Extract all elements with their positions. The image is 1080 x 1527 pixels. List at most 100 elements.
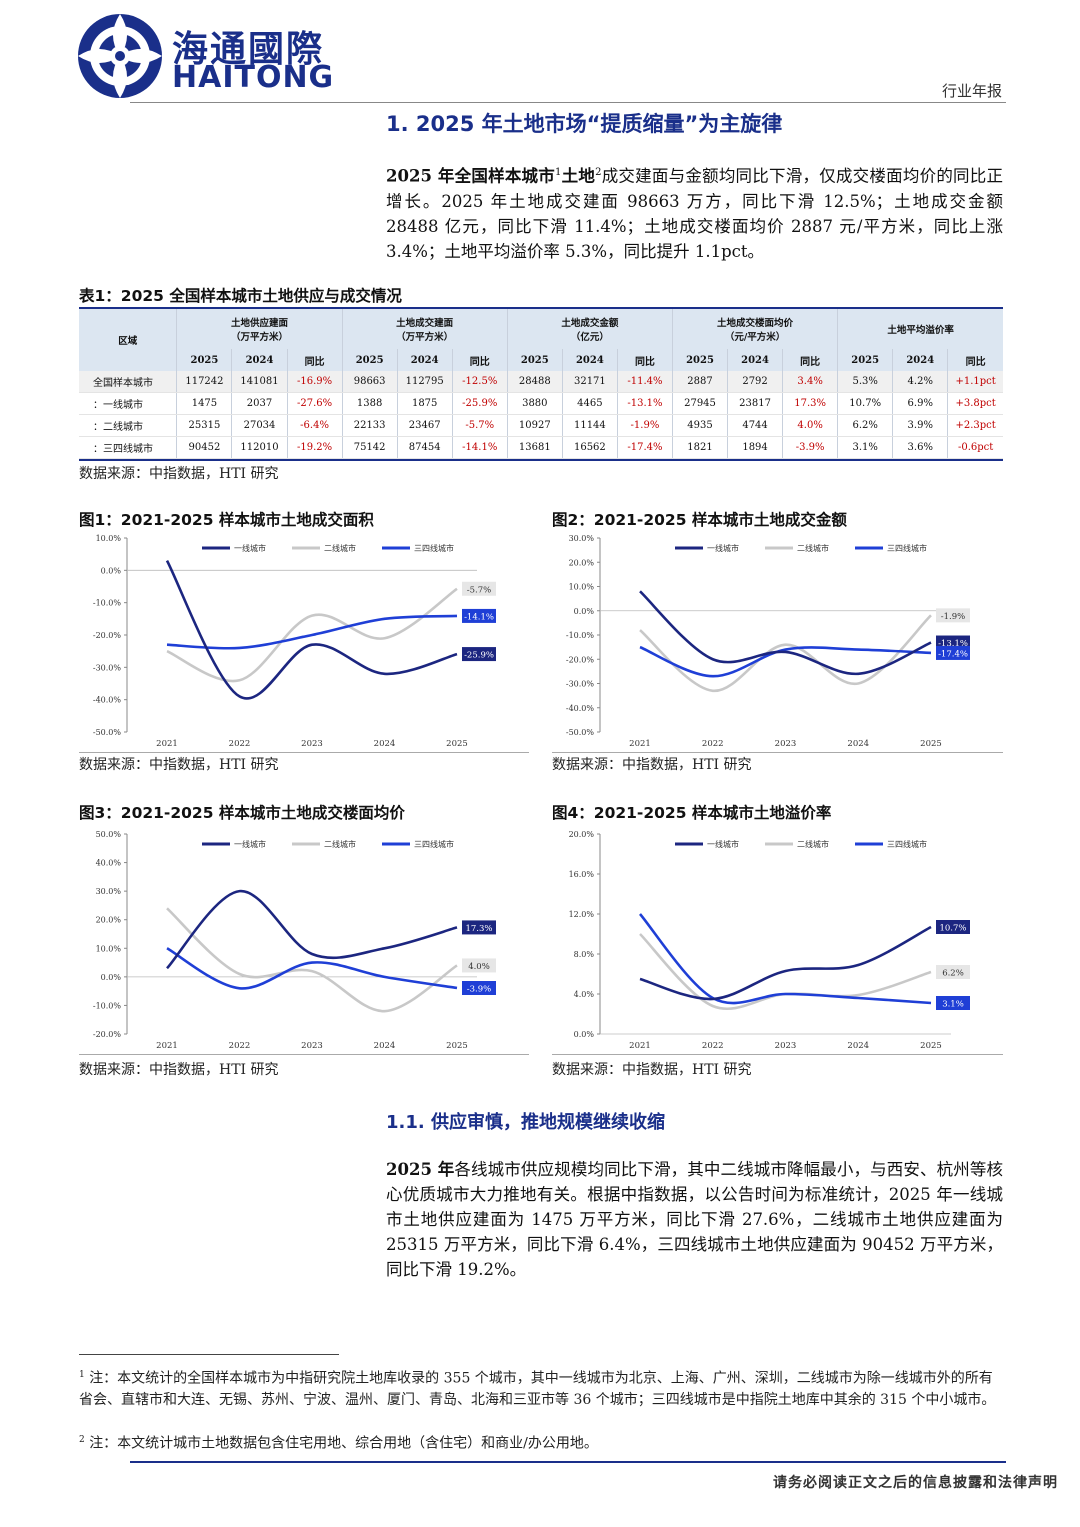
table-cell: 28488 (507, 371, 563, 393)
table-cell: 4744 (727, 414, 784, 437)
table-cell: 4.2% (892, 371, 949, 393)
land-market-table: 区域 土地供应建面 （万平方米） 土地成交建面 （万平方米） 土地成交金额 （亿元） … (79, 309, 1003, 459)
chart-2-title: 图2：2021-2025 样本城市土地成交金额 (552, 511, 847, 529)
y-tick-label: -50.0% (93, 728, 122, 737)
footnote-divider (79, 1354, 339, 1355)
y-tick-label: 16.0% (569, 870, 595, 879)
x-tick-label: 2023 (775, 739, 797, 749)
chart-2-svg: 30.0% 20.0% 10.0% 0.0% -10.0% -20.0% -30.0% -40… (566, 534, 970, 749)
table-bottom-rule (79, 459, 1003, 461)
table-subheader: 同比 (947, 349, 1003, 371)
table-cell: 2887 (672, 371, 729, 393)
footnote-2: 2 注：本文统计城市土地数据包含住宅用地、综合用地（含住宅）和商业/办公用地。 (79, 1435, 598, 1452)
brand-name-cn: 海通國際 (172, 29, 325, 70)
y-tick-label: 0.0% (574, 1030, 595, 1039)
chart-1-source: 数据来源：中指数据，HTI 研究 (79, 757, 279, 773)
y-tick-label: 10.0% (96, 944, 122, 953)
table-row-name: 全国样本城市 (79, 371, 178, 393)
y-tick-label: 30.0% (569, 534, 595, 543)
table-cell: 13681 (507, 436, 563, 459)
table-row-name: ：二线城市 (79, 414, 178, 437)
table-group-header: 土地成交金额 （亿元） (507, 309, 673, 349)
table-cell: -25.9% (452, 392, 508, 415)
table-cell: 87454 (397, 436, 453, 459)
x-tick-label: 2025 (446, 739, 468, 749)
header-divider (130, 102, 1006, 103)
end-label: 3.1% (942, 1000, 964, 1010)
table-subheader: 2025 (176, 349, 233, 371)
series-line-2 (639, 913, 932, 1005)
end-label: -25.9% (464, 651, 494, 661)
end-label: 10.7% (939, 924, 966, 934)
table-cell: 90452 (176, 436, 233, 459)
legend-label: 二线城市 (324, 839, 356, 849)
section-1-heading: 1. 2025 年土地市场“提质缩量”为主旋律 (386, 112, 783, 136)
y-tick-label: -10.0% (93, 599, 122, 608)
chart-3-svg: 50.0% 40.0% 30.0% 20.0% 10.0% 0.0% -10.0% -20.0… (93, 830, 496, 1051)
legend-label: 一线城市 (234, 839, 266, 849)
table-subheader: 同比 (452, 349, 508, 371)
table-cell: 141081 (231, 371, 288, 393)
table-cell: 2037 (231, 392, 288, 415)
y-tick-label: 12.0% (569, 910, 595, 919)
x-tick-label: 2022 (229, 739, 251, 749)
end-label-box (462, 647, 496, 662)
table-cell: -16.9% (287, 371, 343, 393)
table-cell: -13.1% (617, 392, 673, 415)
table-cell: -11.4% (617, 371, 673, 393)
end-label-box (462, 958, 496, 973)
table-cell: 98663 (342, 371, 398, 393)
x-tick-label: 2025 (920, 739, 942, 749)
end-label-box (462, 608, 496, 623)
table-subheader: 2024 (892, 349, 949, 371)
chart-4-svg: 20.0% 16.0% 12.0% 8.0% 4.0% 0.0% 2021 2022 2023 2… (569, 830, 970, 1051)
end-label-box (936, 645, 970, 660)
legend-label: 二线城市 (797, 543, 829, 553)
table-cell: +3.8pct (947, 392, 1003, 415)
table-subheader: 同比 (617, 349, 673, 371)
para-lead: 2025 年全国样本城市 (386, 166, 556, 186)
y-tick-label: 0.0% (101, 566, 122, 575)
end-label: -5.7% (467, 585, 491, 595)
x-tick-label: 2022 (702, 1041, 724, 1051)
table-subheader: 2025 (507, 349, 563, 371)
para-mid: 土地 (561, 166, 596, 186)
y-tick-label: -40.0% (566, 704, 595, 713)
y-tick-label: -20.0% (93, 631, 122, 640)
end-label-box (936, 920, 970, 934)
section-1-1-heading: 1.1. 供应审慎，推地规模继续收缩 (386, 1112, 665, 1133)
table-cell: 1894 (727, 436, 784, 459)
end-label-box (936, 608, 970, 623)
y-tick-label: 0.0% (574, 607, 595, 616)
para-rest: 成交建面与金额均同比下滑，仅成交楼面均价的同比正增长。2025 年土地成交建面 … (386, 166, 1004, 261)
chart-1-svg: 10.0% 0.0% -10.0% -20.0% -30.0% -40.0% -50.0% 2… (93, 534, 496, 749)
table-cell: 112010 (231, 436, 288, 459)
table-subheader: 2025 (837, 349, 894, 371)
table-cell: -14.1% (452, 436, 508, 459)
table-group-header: 土地成交楼面均价 （元/平方米） (672, 309, 839, 349)
table-row: ：二线城市 25315 27034 -6.4% 22133 23467 -5.7% 10927… (79, 414, 1003, 437)
end-label-box (462, 581, 496, 596)
table-cell: 112795 (397, 371, 453, 393)
table-row-name: ：一线城市 (79, 392, 178, 415)
legend-label: 三四线城市 (414, 839, 454, 849)
y-tick-label: -20.0% (566, 655, 595, 664)
legend-label: 三四线城市 (887, 543, 927, 553)
y-tick-label: 30.0% (96, 887, 122, 896)
chart-3-title: 图3：2021-2025 样本城市土地成交楼面均价 (79, 804, 405, 822)
table-group-header: 土地供应建面 （万平方米） (176, 309, 343, 349)
x-tick-label: 2021 (629, 739, 651, 749)
end-label-box (462, 981, 496, 995)
table-cell: 10.7% (837, 392, 894, 415)
x-tick-label: 2023 (775, 1041, 797, 1051)
end-label: -17.4% (938, 649, 968, 659)
x-tick-label: 2024 (847, 739, 869, 749)
table-cell: 16562 (562, 436, 618, 459)
table-cell: +2.3pct (947, 414, 1003, 437)
x-tick-label: 2021 (629, 1041, 651, 1051)
chart-1: 10.0% 0.0% -10.0% -20.0% -30.0% -40.0% -50.0% 2… (79, 530, 529, 753)
table-cell: -0.6pct (947, 436, 1003, 459)
table-cell: 27034 (231, 414, 288, 437)
y-tick-label: 50.0% (96, 830, 122, 839)
table-cell: 3.1% (837, 436, 894, 459)
